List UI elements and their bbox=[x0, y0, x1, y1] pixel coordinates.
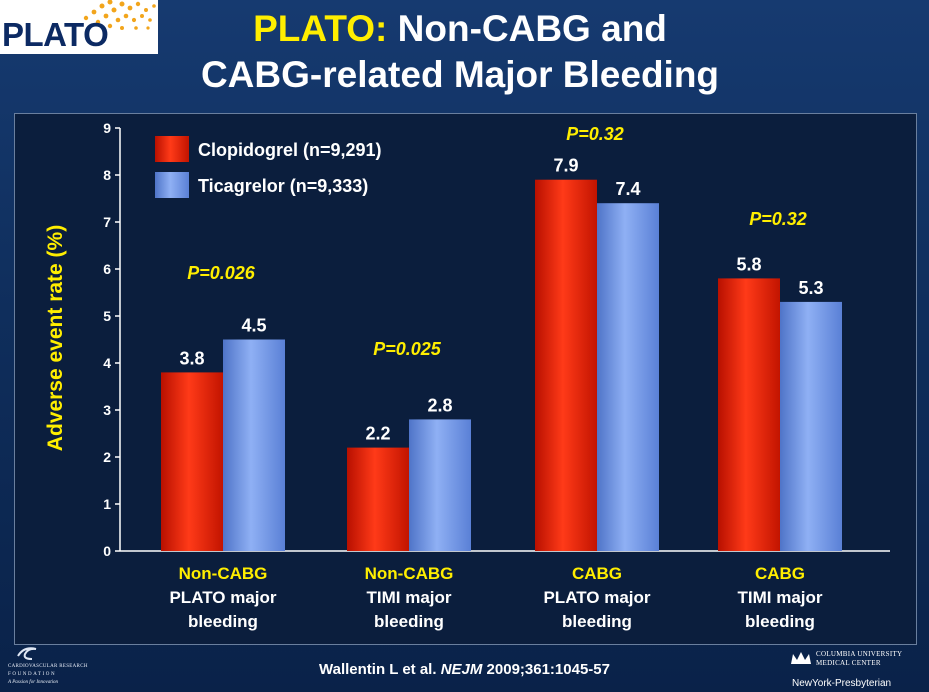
citation-journal: NEJM bbox=[440, 661, 483, 678]
category-label-line-2: TIMI major bbox=[366, 588, 451, 607]
y-tick-label: 0 bbox=[103, 543, 111, 559]
category-label-line-1: Non-CABG bbox=[365, 564, 454, 583]
crf-swirl-icon bbox=[17, 647, 37, 660]
category-label-line-2: PLATO major bbox=[169, 588, 276, 607]
legend-swatch-ticagrelor bbox=[155, 172, 189, 198]
bar-clopidogrel bbox=[535, 179, 597, 551]
crown-icon bbox=[791, 652, 811, 664]
citation-authors: Wallentin L et al. bbox=[319, 661, 441, 678]
citation: Wallentin L et al. NEJM 2009;361:1045-57 bbox=[0, 661, 929, 678]
logo-text: PLATO bbox=[2, 16, 109, 53]
legend-label-clopidogrel: Clopidogrel (n=9,291) bbox=[198, 140, 382, 160]
bar-value-label: 7.9 bbox=[553, 156, 578, 176]
columbia-nyp-logo: COLUMBIA UNIVERSITY MEDICAL CENTER NewYo… bbox=[790, 648, 925, 690]
y-tick-label: 2 bbox=[103, 449, 111, 465]
bar-value-label: 5.3 bbox=[798, 278, 823, 298]
legend: Clopidogrel (n=9,291) Ticagrelor (n=9,33… bbox=[155, 136, 382, 198]
category-label-line-3: bleeding bbox=[745, 612, 815, 631]
p-value-label: P=0.32 bbox=[749, 209, 807, 229]
title-accent: PLATO: bbox=[253, 8, 388, 49]
y-tick-label: 6 bbox=[103, 261, 111, 277]
y-tick-label: 8 bbox=[103, 167, 111, 183]
y-tick-label: 9 bbox=[103, 120, 111, 136]
bar-value-label: 2.2 bbox=[365, 424, 390, 444]
p-value-label: P=0.32 bbox=[566, 124, 624, 144]
cumc-line-2: MEDICAL CENTER bbox=[816, 659, 881, 667]
bar-clopidogrel bbox=[347, 447, 409, 551]
plato-logo: PLATO bbox=[0, 0, 158, 54]
nyp-name: NewYork-Presbyterian bbox=[792, 678, 892, 689]
citation-rest: 2009;361:1045-57 bbox=[482, 661, 610, 678]
bar-value-label: 5.8 bbox=[736, 254, 761, 274]
category-label-line-3: bleeding bbox=[562, 612, 632, 631]
y-tick-label: 5 bbox=[103, 308, 111, 324]
category-label-line-2: PLATO major bbox=[543, 588, 650, 607]
bar-value-label: 3.8 bbox=[179, 348, 204, 368]
legend-swatch-clopidogrel bbox=[155, 136, 189, 162]
crf-tagline: A Passion for Innovation bbox=[8, 680, 59, 685]
bar-ticagrelor bbox=[409, 419, 471, 551]
title-line-1-rest: Non-CABG and bbox=[387, 8, 667, 49]
bar-ticagrelor bbox=[780, 301, 842, 551]
title-line-1: PLATO: Non-CABG and bbox=[90, 6, 830, 52]
bar-clopidogrel bbox=[718, 278, 780, 551]
p-value-label: P=0.025 bbox=[373, 339, 442, 359]
category-label-line-3: bleeding bbox=[188, 612, 258, 631]
bar-ticagrelor bbox=[597, 203, 659, 551]
bar-value-label: 7.4 bbox=[615, 179, 640, 199]
y-tick-label: 4 bbox=[103, 355, 111, 371]
bar-ticagrelor bbox=[223, 339, 285, 551]
y-tick-label: 1 bbox=[103, 496, 111, 512]
category-label-line-3: bleeding bbox=[374, 612, 444, 631]
category-label-line-1: Non-CABG bbox=[179, 564, 268, 583]
bar-value-label: 2.8 bbox=[427, 395, 452, 415]
legend-label-ticagrelor: Ticagrelor (n=9,333) bbox=[198, 176, 368, 196]
crf-name: CARDIOVASCULAR RESEARCH bbox=[8, 664, 88, 669]
bar-value-label: 4.5 bbox=[241, 316, 266, 336]
crf-logo: CARDIOVASCULAR RESEARCH FOUNDATION A Pas… bbox=[8, 644, 118, 690]
y-tick-label: 3 bbox=[103, 402, 111, 418]
crf-sub: FOUNDATION bbox=[8, 672, 57, 677]
category-label-line-2: TIMI major bbox=[737, 588, 822, 607]
dots-graphic-icon bbox=[83, 0, 156, 30]
y-axis-label: Adverse event rate (%) bbox=[44, 225, 67, 451]
y-tick-label: 7 bbox=[103, 214, 111, 230]
category-label-line-1: CABG bbox=[572, 564, 622, 583]
title-line-2: CABG-related Major Bleeding bbox=[200, 54, 720, 95]
category-label-line-1: CABG bbox=[755, 564, 805, 583]
p-value-label: P=0.026 bbox=[187, 263, 256, 283]
bar-clopidogrel bbox=[161, 372, 223, 551]
cumc-line-1: COLUMBIA UNIVERSITY bbox=[816, 650, 903, 658]
slide-title: PLATO: Non-CABG and CABG-related Major B… bbox=[90, 6, 830, 98]
